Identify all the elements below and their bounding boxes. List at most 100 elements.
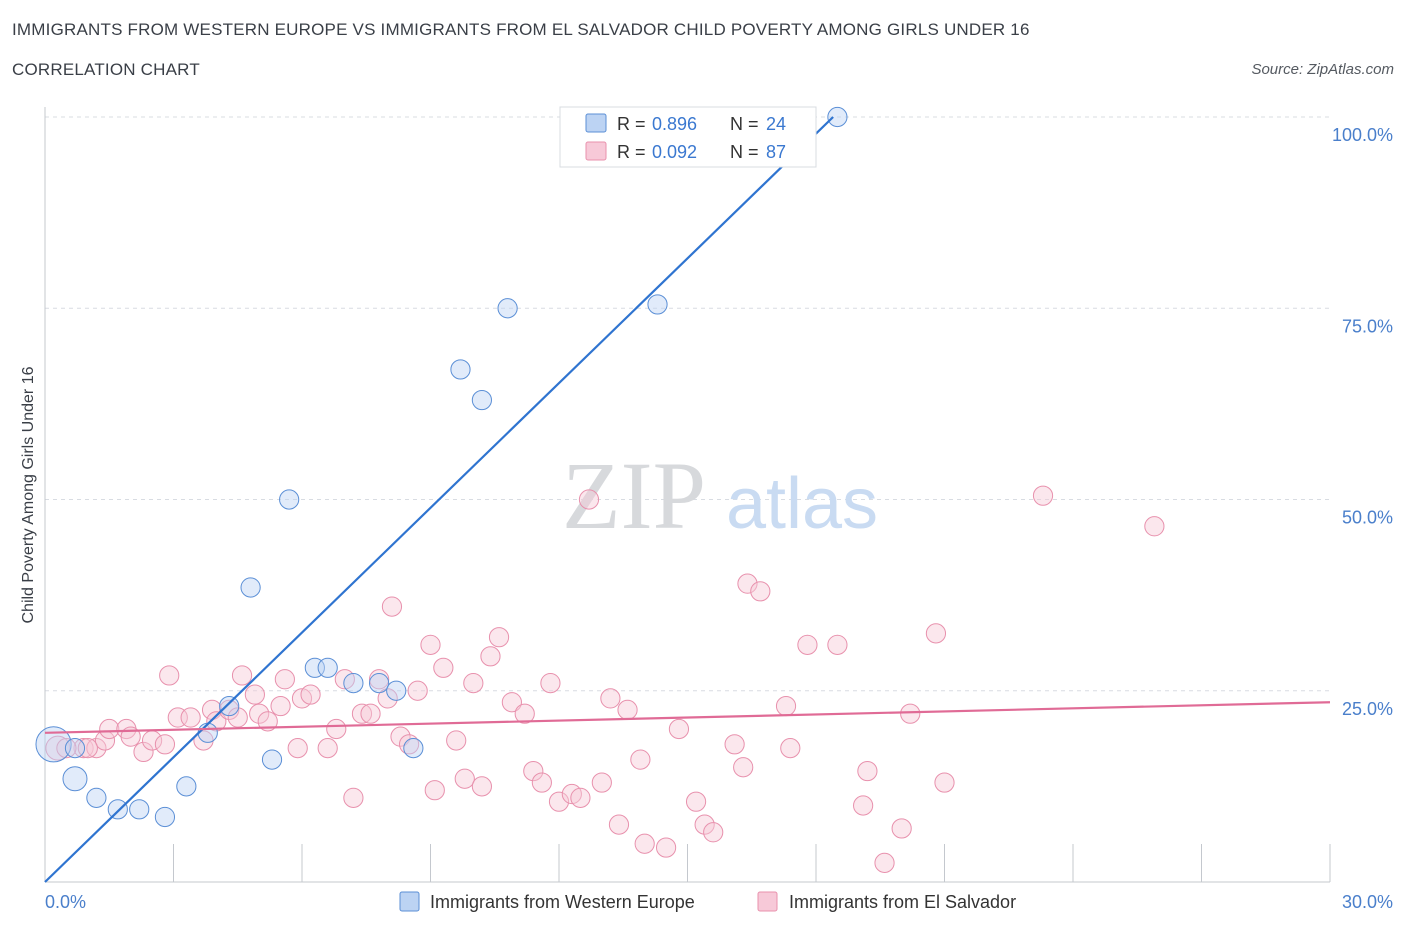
data-point — [86, 787, 107, 808]
chart-subtitle: CORRELATION CHART — [12, 60, 200, 79]
data-point — [407, 680, 428, 701]
data-point — [45, 735, 71, 761]
data-point — [62, 766, 88, 792]
data-point — [450, 359, 471, 380]
data-point — [853, 795, 874, 816]
data-point — [257, 711, 278, 732]
axes — [44, 107, 1331, 883]
data-point — [514, 703, 535, 724]
data-point — [424, 780, 445, 801]
stats-r-value: 0.092 — [652, 142, 697, 162]
data-point — [548, 791, 570, 812]
data-point — [685, 791, 707, 812]
svg-text:0.092: 0.092 — [652, 142, 697, 162]
data-point — [827, 634, 848, 655]
data-point — [343, 673, 364, 694]
stats-n-value: 24 — [766, 114, 786, 134]
trend-lines — [44, 116, 1331, 883]
data-point — [64, 738, 86, 759]
data-point — [647, 294, 668, 315]
data-point — [133, 741, 154, 763]
data-point — [390, 726, 411, 747]
data-point — [231, 665, 253, 686]
data-point — [240, 577, 261, 598]
data-point — [107, 799, 128, 820]
data-point — [570, 787, 591, 808]
data-point — [497, 298, 518, 319]
stats-r-label: R = — [617, 114, 646, 134]
data-point — [377, 688, 398, 709]
data-point — [1032, 485, 1054, 506]
data-point — [343, 787, 364, 808]
data-point — [244, 684, 265, 705]
data-point — [360, 703, 381, 724]
data-point — [381, 596, 403, 617]
data-point — [454, 768, 475, 789]
data-point — [900, 703, 921, 724]
stats-n-label: N = — [730, 114, 759, 134]
data-point — [386, 680, 407, 701]
data-point — [35, 726, 72, 763]
data-point — [1144, 516, 1165, 537]
tick-labels: 25.0% 50.0% 75.0% 100.0% 0.0% 30.0% — [45, 125, 1393, 912]
y-axis-label: Child Poverty Among Girls Under 16 — [20, 366, 37, 623]
svg-text:N =: N = — [730, 142, 759, 162]
data-point — [857, 760, 878, 782]
data-point — [317, 738, 338, 759]
data-point — [317, 657, 338, 678]
data-point — [737, 573, 758, 594]
watermark-zip: ZIP — [562, 442, 706, 549]
chart-title: IMMIGRANTS FROM WESTERN EUROPE VS IMMIGR… — [12, 20, 1030, 39]
data-point — [471, 389, 492, 411]
stats-swatch-pink — [585, 141, 607, 161]
legend-label-el-salvador: Immigrants from El Salvador — [789, 892, 1016, 912]
data-point — [219, 695, 240, 717]
data-point — [446, 730, 467, 751]
data-point — [634, 833, 655, 854]
data-point — [351, 703, 373, 724]
data-point — [501, 692, 522, 713]
data-point — [154, 806, 176, 828]
series-legend: Immigrants from Western Europe Immigrant… — [399, 891, 1016, 912]
data-point — [724, 734, 745, 755]
data-point — [420, 634, 441, 655]
legend-swatch-blue — [399, 891, 420, 912]
stats-legend: R = 0.896 N = 24 R = 0.092 N = 87 — [559, 106, 817, 168]
stats-n-value: 87 — [766, 142, 786, 162]
data-point — [180, 707, 201, 728]
data-point — [578, 489, 600, 510]
data-point — [86, 738, 107, 759]
data-point — [287, 738, 308, 759]
data-point — [668, 718, 690, 740]
watermark: ZIP atlas — [562, 442, 878, 549]
data-point — [369, 673, 390, 694]
data-point — [274, 669, 295, 690]
watermark-atlas: atlas — [726, 464, 878, 544]
svg-text:24: 24 — [766, 114, 786, 134]
stats-r-value: 0.896 — [652, 114, 697, 134]
data-point — [279, 489, 300, 510]
data-point — [261, 749, 283, 770]
svg-text:R =: R = — [617, 142, 646, 162]
legend-swatch-pink — [757, 891, 778, 912]
source-credit: Source: ZipAtlas.com — [1251, 61, 1394, 78]
data-point — [934, 772, 955, 793]
data-point — [630, 749, 651, 770]
y-tick-label: 50.0% — [1342, 508, 1393, 528]
data-point — [326, 718, 347, 740]
data-point — [176, 776, 197, 797]
data-point — [270, 695, 291, 717]
data-point — [925, 623, 947, 644]
data-point — [600, 688, 621, 709]
data-point — [300, 684, 321, 705]
data-point — [750, 581, 771, 602]
data-point — [775, 695, 797, 717]
data-point — [617, 699, 638, 720]
stats-swatch-blue — [585, 113, 607, 133]
data-point — [591, 772, 612, 793]
y-tick-label: 25.0% — [1342, 699, 1393, 719]
x-tick-label: 0.0% — [45, 892, 86, 912]
data-point — [129, 799, 150, 820]
data-point — [99, 718, 120, 740]
